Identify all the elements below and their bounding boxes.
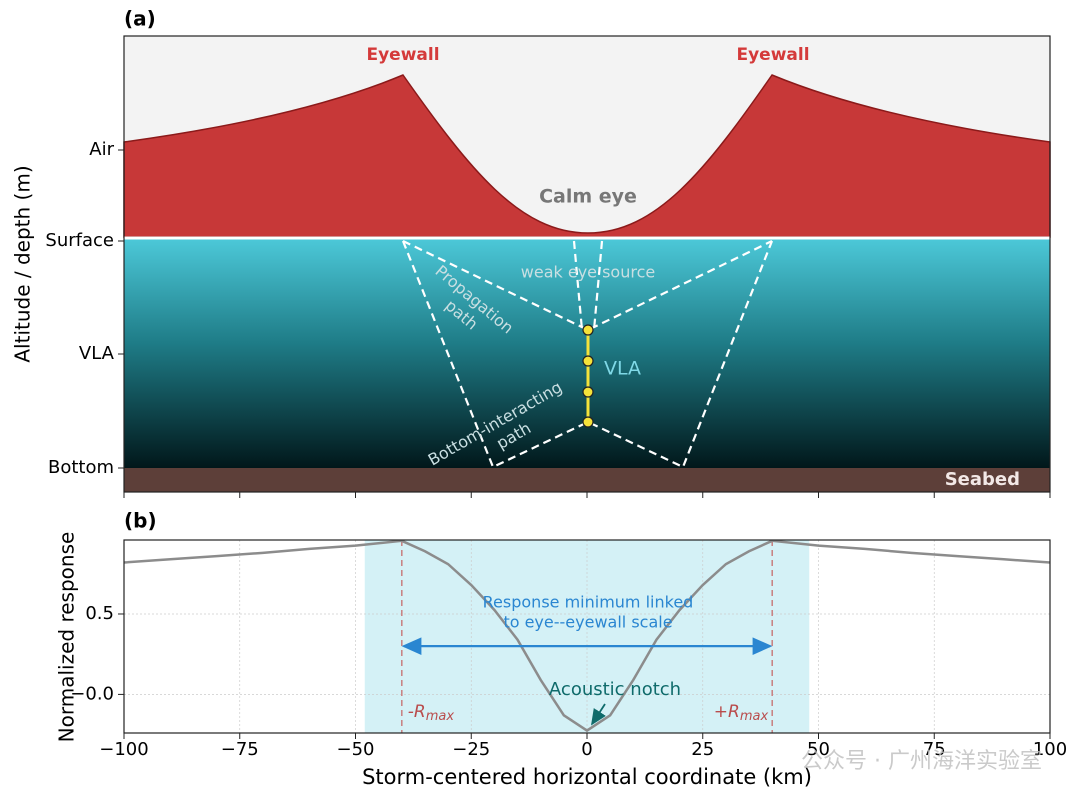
rmax-label: -Rmax: [408, 702, 455, 724]
y-tick-label: 0.5: [85, 603, 114, 624]
x-tick-label: 50: [807, 739, 830, 760]
y-tick-label: −0.0: [70, 683, 114, 704]
x-tick-label: −25: [452, 739, 490, 760]
annotation: VLA: [604, 358, 641, 380]
rmax-text: +R: [714, 702, 740, 722]
panel-label: (a): [124, 7, 156, 31]
x-tick-label: 25: [691, 739, 714, 760]
paths: [401, 240, 774, 469]
watermark: 公众号 · 广州海洋实验室: [801, 749, 1042, 774]
notch-arrow: [591, 703, 606, 726]
frame: [123, 539, 1051, 734]
response-line: [123, 539, 1051, 733]
rmax-text: -R: [408, 702, 426, 722]
annotation: Eyewall: [736, 45, 809, 65]
y-tick-label: Bottom: [48, 457, 114, 478]
annotation: Seabed: [945, 469, 1020, 490]
y-axis-title: Altitude / depth (m): [11, 165, 35, 362]
annotation: Response minimum linked: [483, 593, 694, 612]
panel-label: (b): [124, 509, 157, 533]
x-tick-label: −100: [99, 739, 148, 760]
x-axis-title: Storm-centered horizontal coordinate (km…: [362, 765, 812, 789]
annotation: Acoustic notch: [549, 679, 681, 700]
x-tick-label: 100: [1033, 739, 1067, 760]
y-tick-label: Air: [89, 139, 114, 160]
vla-hydrophones: [582, 324, 594, 428]
seabed: [124, 468, 1050, 492]
x-tick-label: 0: [581, 739, 592, 760]
annotation: Eyewall: [366, 45, 439, 65]
x-tick-label: 75: [923, 739, 946, 760]
y-tick-label: VLA: [79, 343, 115, 364]
rmax-sub: max: [426, 709, 455, 724]
rmax-sub: max: [740, 709, 769, 724]
panel-a: (a) Eyewall Eyewall Calm eye weak eye so…: [11, 7, 1051, 493]
y-axis-title: Normalized response: [55, 532, 79, 743]
x-tick-label: −50: [337, 739, 375, 760]
annotation: weak eye source: [521, 263, 655, 282]
x-tick-label: −75: [221, 739, 259, 760]
annotation: Calm eye: [539, 186, 637, 208]
rmax-label: +Rmax: [714, 702, 769, 724]
annotation: to eye--eyewall scale: [503, 613, 672, 632]
y-tick-label: Surface: [45, 230, 114, 251]
eyewall-region: [123, 74, 1051, 238]
